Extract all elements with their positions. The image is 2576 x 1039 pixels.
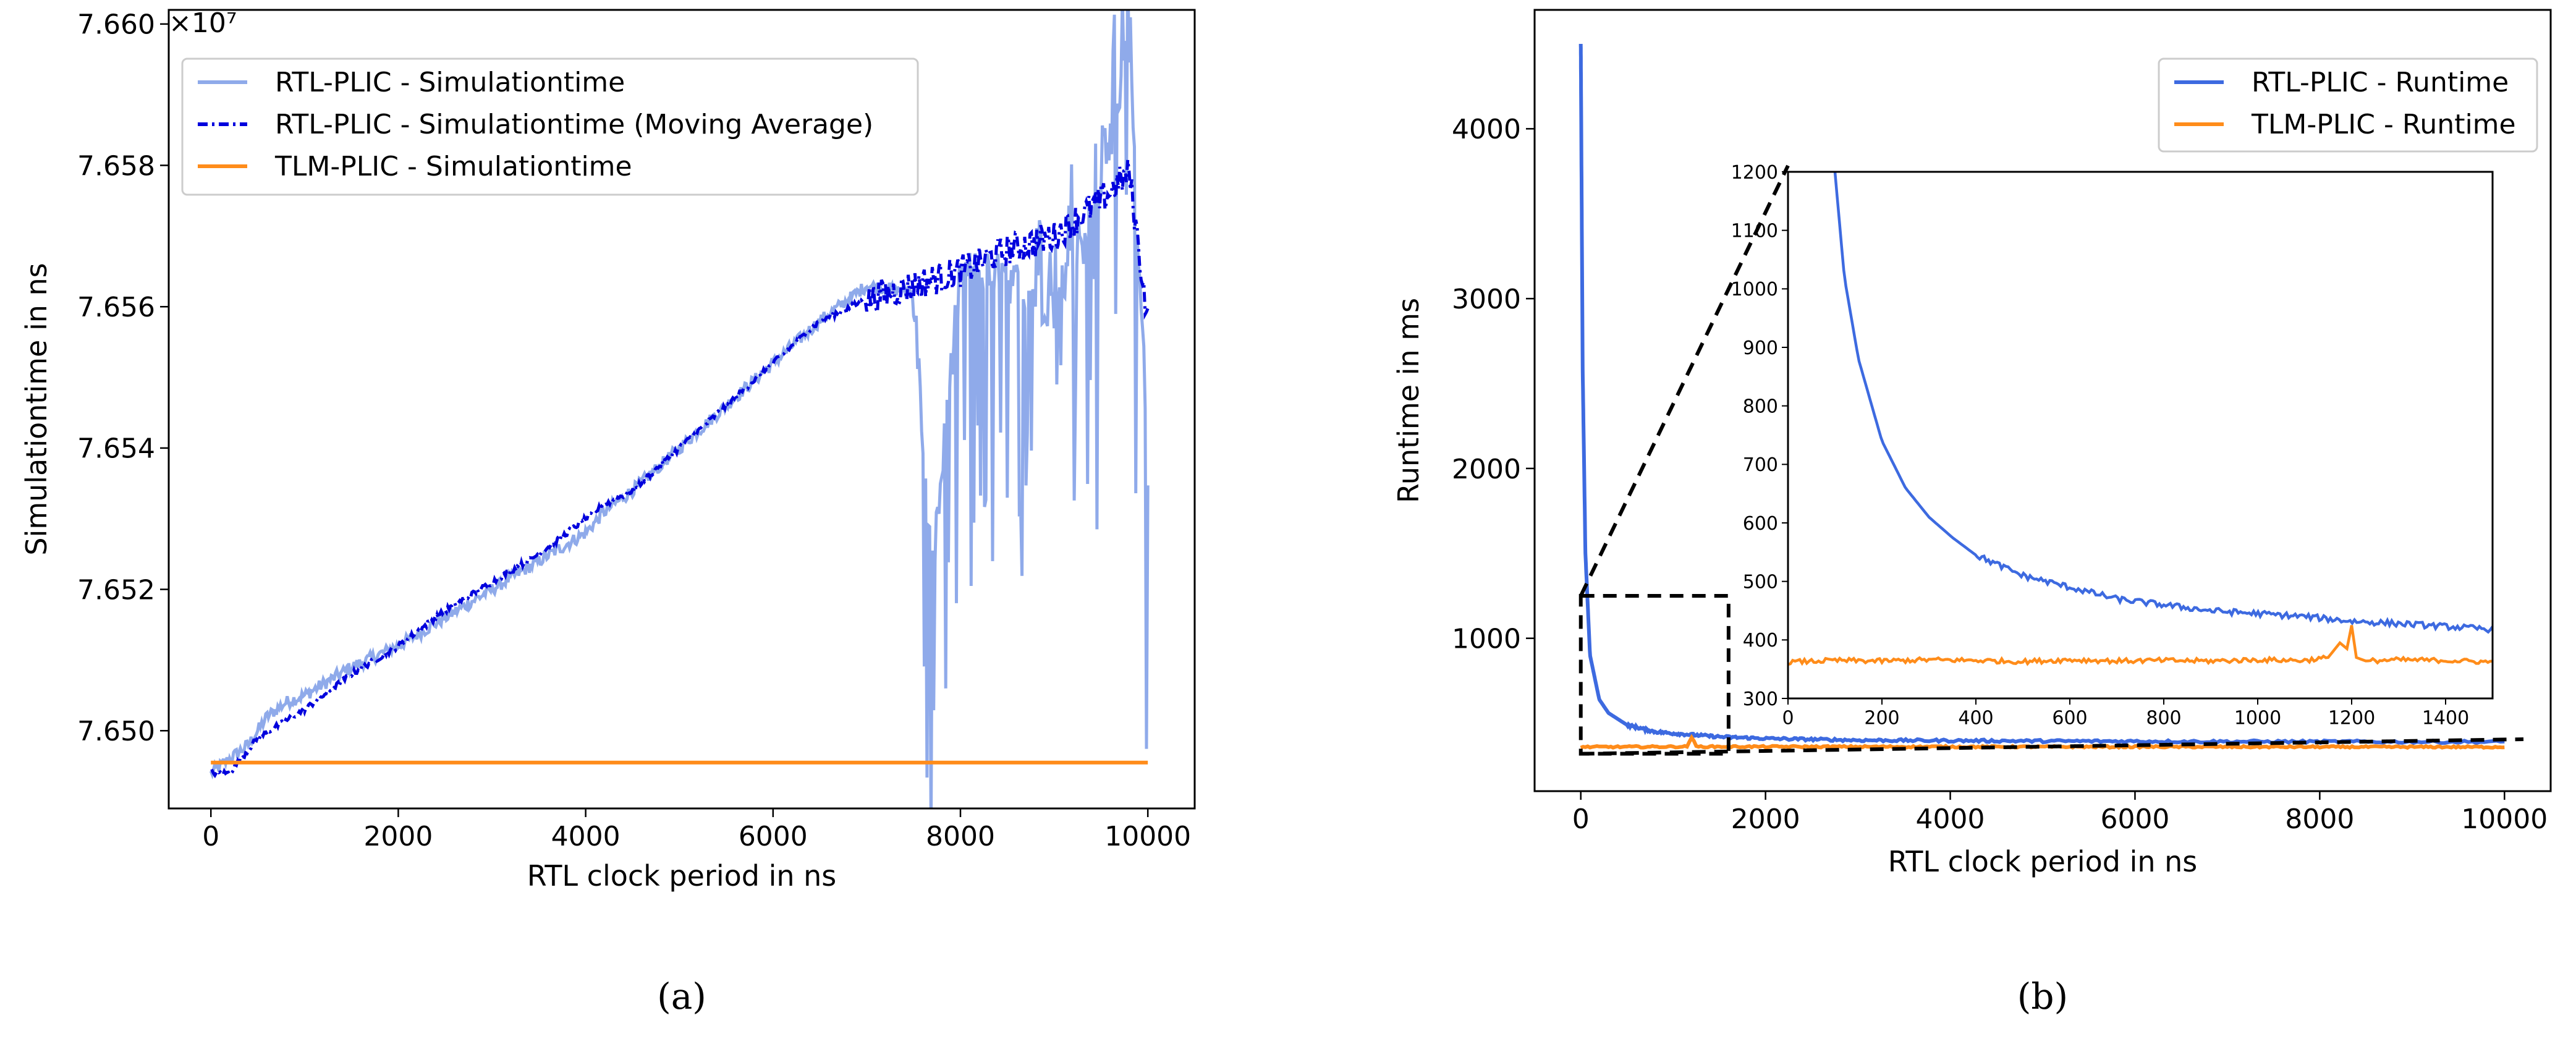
chart-panel-a: 0 2000 4000 6000 8000 10000 7.650 7.652 7.654 7.6…: [20, 7, 1196, 1017]
a-y-tick-label: 7.656: [77, 292, 155, 323]
inset-x-tick-label: 600: [2052, 708, 2087, 729]
inset-y-tick-label: 800: [1743, 396, 1778, 417]
a-legend-box: [181, 57, 919, 196]
b-x-axis-label: RTL clock period in ns: [1888, 845, 2198, 878]
inset-series-line-tlm-runtime: [1788, 625, 2493, 666]
inset-y-tick-label: 300: [1743, 689, 1778, 710]
series-group-a: [209, 10, 1150, 808]
a-x-tick-label: 10000: [1104, 821, 1191, 852]
b-zoom-connector-top: [1579, 164, 1790, 597]
inset-x-tick-label: 200: [1864, 708, 1899, 729]
a-y-tick-label: 7.658: [77, 150, 155, 182]
a-x-tick-label: 2000: [363, 821, 433, 852]
b-inset-frame: [1787, 171, 2494, 700]
b-legend-box: [2158, 57, 2538, 153]
inset-x-tick-label: 1000: [2234, 708, 2281, 729]
a-y-offset-label: ×10⁷: [169, 7, 237, 39]
inset-y-tick-label: 1000: [1731, 279, 1778, 300]
inset-x-tick-label: 400: [1958, 708, 1993, 729]
a-x-tick-label: 8000: [926, 821, 995, 852]
b-x-tick-label: 4000: [1916, 804, 1985, 835]
inset-x-tick-label: 800: [2146, 708, 2181, 729]
a-x-tick-label: 0: [202, 821, 219, 852]
b-y-tick-label: 3000: [1452, 284, 1521, 315]
a-y-tick-label: 7.650: [77, 716, 155, 747]
inset-y-tick-label: 900: [1743, 337, 1778, 359]
a-y-tick-label: 7.652: [77, 574, 155, 606]
inset-y-tick-label: 400: [1743, 630, 1778, 651]
inset-x-tick-label: 1400: [2422, 708, 2469, 729]
a-x-tick-label: 6000: [739, 821, 808, 852]
a-y-tick-label: 7.660: [77, 9, 155, 41]
b-y-tick-label: 1000: [1452, 624, 1521, 655]
inset-series-group: [1788, 172, 2493, 666]
b-x-tick-label: 0: [1572, 804, 1590, 835]
series-group-b: [1578, 44, 2505, 750]
a-y-axis-label: Simulationtime in ns: [20, 263, 53, 555]
b-zoom-connector-bottom: [1580, 737, 2524, 756]
inset-y-tick-label: 500: [1743, 571, 1778, 593]
inset-x-tick-label: 1200: [2328, 708, 2375, 729]
b-panel-caption: (b): [2017, 975, 2068, 1017]
inset-y-tick-label: 600: [1743, 513, 1778, 535]
a-x-axis-label: RTL clock period in ns: [527, 859, 837, 893]
b-inset-background: [1788, 172, 2493, 698]
b-y-tick-label: 2000: [1452, 454, 1521, 485]
b-x-tick-label: 2000: [1731, 804, 1800, 835]
inset-y-tick-label: 1200: [1731, 162, 1778, 184]
a-y-tick-label: 7.654: [77, 433, 155, 465]
chart-panel-b: 0 2000 4000 6000 8000 100001000200030004000RT…: [1392, 9, 2552, 1017]
b-x-tick-label: 6000: [2100, 804, 2169, 835]
inset-y-tick-label: 700: [1743, 454, 1778, 476]
b-legend-entry: RTL-PLIC - Runtime: [2252, 67, 2509, 98]
a-legend-entry: RTL-PLIC - Simulationtime: [275, 67, 625, 98]
b-axes-frame: [1533, 9, 2552, 792]
inset-series-line-rtl-runtime: [1833, 172, 2493, 634]
series-line-tlm-runtime: [1580, 734, 2505, 750]
b-x-tick-label: 8000: [2285, 804, 2354, 835]
a-axes-frame: [167, 9, 1196, 810]
b-y-tick-label: 4000: [1452, 114, 1521, 145]
inset-x-tick-label: 0: [1782, 708, 1794, 729]
a-panel-caption: (a): [657, 975, 706, 1017]
inset-y-tick-label: 1100: [1731, 220, 1778, 242]
a-x-tick-label: 4000: [551, 821, 621, 852]
series-line-rtl-moving-average: [210, 159, 1150, 779]
series-line-rtl-runtime: [1578, 44, 2505, 745]
a-legend-entry: RTL-PLIC - Simulationtime (Moving Averag…: [275, 109, 873, 140]
a-legend-entry: TLM-PLIC - Simulationtime: [274, 151, 632, 182]
b-legend-entry: TLM-PLIC - Runtime: [2251, 109, 2516, 140]
b-y-axis-label: Runtime in ms: [1392, 298, 1425, 503]
b-x-tick-label: 10000: [2461, 804, 2548, 835]
